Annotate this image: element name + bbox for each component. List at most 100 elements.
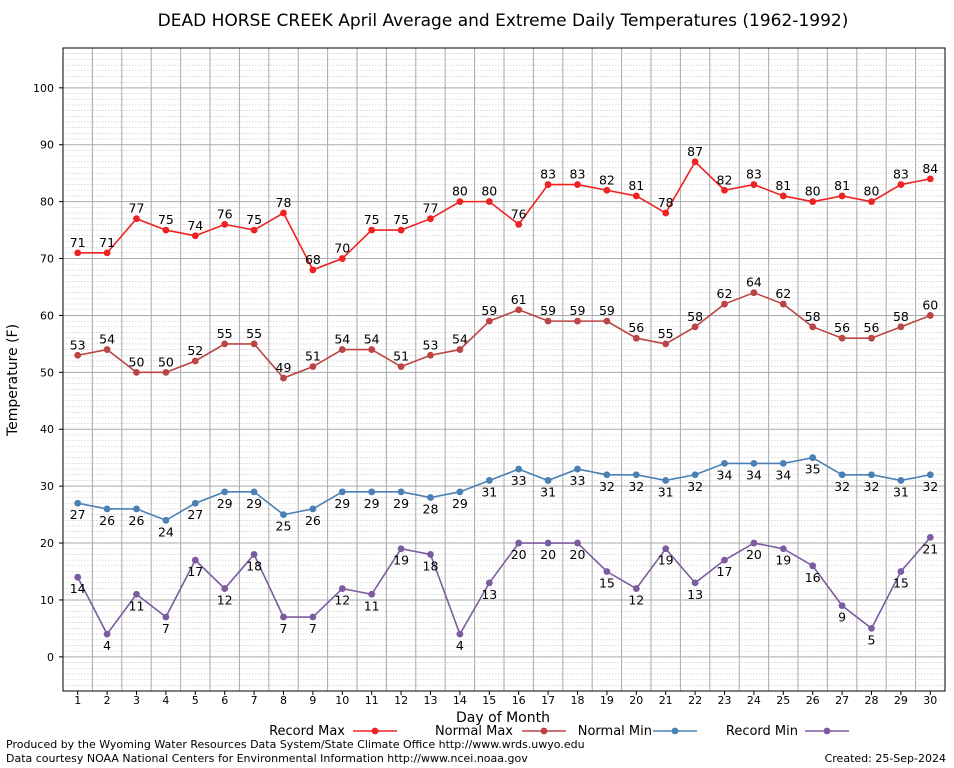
normal-min-point [897,477,905,484]
record-min-point [397,545,405,553]
record-max-point [191,232,199,240]
normal-min-point [368,488,376,496]
record-min-line [76,536,931,636]
record-min-point [868,625,875,632]
y-tick-label: 10 [40,594,54,607]
normal-min-point [926,471,934,479]
y-axis-label: Temperature (F) [5,324,21,437]
record-max-data-label: 82 [599,172,615,187]
y-tick-label: 40 [40,423,54,436]
normal-min-data-label: 31 [540,484,556,499]
record-max-point [309,266,317,274]
normal-min-data-label: 32 [687,479,703,494]
chart-title: DEAD HORSE CREEK April Average and Extre… [158,11,849,31]
normal-min-data-label: 29 [246,496,262,511]
record-min-data-label: 7 [162,621,170,636]
record-min-data-label: 15 [893,576,909,591]
legend-label: Normal Min [578,724,652,739]
x-tick-label: 14 [453,694,467,707]
record-max-point [721,186,728,194]
legend-marker [671,727,679,735]
legend-label: Normal Max [435,724,513,739]
x-tick-label: 18 [571,694,585,707]
normal-min-data-label: 24 [158,524,174,539]
record-max-data-label: 83 [570,167,586,182]
record-min-point [309,613,317,621]
normal-min-point [838,471,846,479]
record-max-data-label: 77 [129,201,145,216]
x-tick-label: 10 [335,694,349,707]
record-min-data-label: 13 [687,587,703,602]
record-max-data-label: 74 [187,218,203,233]
record-max-point [632,192,640,200]
x-tick-label: 20 [629,694,643,707]
normal-max-point [368,346,376,353]
x-tick-label: 2 [104,694,111,707]
normal-min-point [515,465,523,473]
normal-max-point [662,340,670,348]
normal-max-data-label: 56 [834,320,850,335]
normal-max-data-label: 56 [864,320,880,335]
record-min-data-label: 9 [838,610,846,625]
y-tick-label: 100 [33,82,54,95]
normal-min-data-label: 32 [834,479,850,494]
x-tick-label: 29 [894,694,908,707]
created-date: Created: 25-Sep-2024 [825,752,946,765]
record-max-point [750,181,758,188]
record-min-point [515,539,523,547]
record-max-point [603,186,611,194]
record-min-data-label: 19 [775,553,791,568]
record-min-point [162,613,170,621]
normal-max-point [162,368,170,376]
x-tick-label: 11 [365,694,379,707]
record-max-data-label: 76 [217,206,233,221]
record-min-point [691,579,699,587]
record-min-point [897,568,905,575]
normal-max-data-label: 58 [805,309,821,324]
normal-max-data-label: 59 [481,303,497,318]
record-min-point [280,613,287,621]
normal-min-data-label: 29 [393,496,409,511]
normal-min-data-label: 34 [746,467,762,482]
normal-max-data-label: 64 [746,275,762,290]
record-min-point [221,585,229,592]
record-max-point [456,198,464,206]
record-max-data-label: 87 [687,144,703,159]
normal-min-data-label: 26 [129,513,145,528]
record-max-line [77,160,931,271]
normal-max-point [280,374,287,382]
x-tick-label: 3 [133,694,140,707]
legend-marker [371,727,379,735]
y-tick-label: 80 [40,196,54,209]
normal-min-point [485,477,493,484]
record-min-point [103,630,111,638]
record-max-point [868,198,875,206]
x-tick-label: 23 [718,694,732,707]
record-max-point [926,175,934,183]
normal-min-data-label: 29 [334,496,350,511]
normal-min-point [809,454,817,462]
record-max-point [779,192,787,200]
normal-min-data-label: 33 [511,473,527,488]
record-min-data-label: 7 [309,621,317,636]
normal-max-data-label: 62 [717,286,733,301]
record-min-point [544,539,552,547]
x-tick-label: 7 [251,694,258,707]
record-max-data-label: 76 [511,206,527,221]
record-max-data-label: 75 [393,212,409,227]
normal-min-data-label: 27 [187,507,203,522]
normal-max-data-label: 53 [423,337,439,352]
normal-min-data-label: 33 [570,473,586,488]
record-max-data-label: 75 [246,212,262,227]
record-max-data-label: 71 [99,235,115,250]
normal-max-data-label: 62 [775,286,791,301]
normal-max-point [926,312,934,319]
normal-max-point [897,323,905,331]
normal-min-point [280,511,287,519]
record-max-data-label: 81 [834,178,850,193]
x-axis-ticks: 1 2 3 4 5 6 7 8 9 10 11 12 13 14 15 16 17 18 19 20 21 22 23 24 2… [74,691,937,707]
normal-max-point [515,306,523,314]
x-tick-label: 22 [688,694,702,707]
normal-min-point [691,471,699,479]
y-tick-label: 30 [40,480,54,493]
